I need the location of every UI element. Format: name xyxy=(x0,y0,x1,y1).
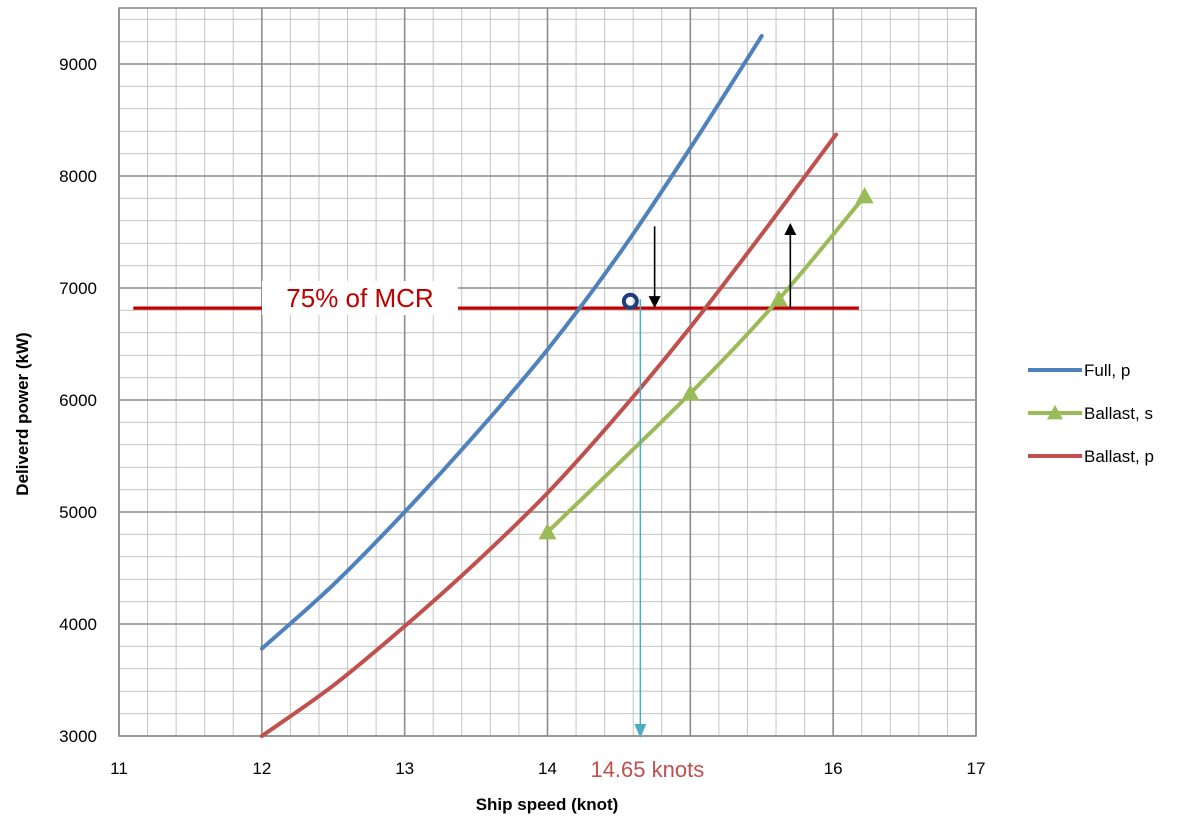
legend-marker-ballast-s xyxy=(1047,405,1063,420)
x-tick-label: 14 xyxy=(538,759,557,778)
annotation-layer: 14.65 knots xyxy=(590,223,797,782)
arrow-down-head xyxy=(648,296,661,309)
x-tick-label: 11 xyxy=(110,759,128,778)
arrow-up-head xyxy=(784,223,797,236)
speed-label-background xyxy=(590,752,730,782)
series-line-ballast-s xyxy=(545,194,867,535)
mcr-reference-line-group: 75% of MCR xyxy=(133,281,859,315)
y-tick-label: 7000 xyxy=(59,279,97,298)
data-point-ballast-s xyxy=(538,523,557,540)
data-point-ballast-s xyxy=(855,187,874,204)
y-tick-label: 4000 xyxy=(59,615,97,634)
mcr-label-background xyxy=(262,281,458,315)
mcr-label: 75% of MCR xyxy=(286,283,433,313)
legend: Full, p Ballast, s Ballast, p xyxy=(1028,361,1154,466)
series-line-full-p xyxy=(259,34,764,651)
legend-label-full-p: Full, p xyxy=(1084,361,1130,380)
data-point-ballast-s xyxy=(769,290,788,307)
major-gridlines xyxy=(118,7,977,737)
series-line-ballast-p xyxy=(259,132,839,738)
y-tick-label: 9000 xyxy=(59,55,97,74)
x-tick-label: 12 xyxy=(252,759,271,778)
y-tick-label: 5000 xyxy=(59,503,97,522)
data-point-ballast-s xyxy=(681,384,700,401)
y-axis-label: Deliverd power (kW) xyxy=(13,332,32,495)
y-tick-labels: 3000 4000 5000 6000 7000 8000 9000 xyxy=(59,55,97,746)
y-tick-label: 8000 xyxy=(59,167,97,186)
plot-area-border xyxy=(118,7,977,737)
speed-marker-arrowhead xyxy=(634,724,647,738)
x-tick-labels: 11 12 13 14 16 17 xyxy=(110,759,985,778)
y-tick-label: 6000 xyxy=(59,391,97,410)
x-tick-label: 16 xyxy=(824,759,843,778)
x-axis-label: Ship speed (knot) xyxy=(476,795,619,814)
x-tick-label: 13 xyxy=(395,759,414,778)
series-layer xyxy=(259,34,874,738)
x-tick-label: 17 xyxy=(967,759,986,778)
legend-label-ballast-p: Ballast, p xyxy=(1084,447,1154,466)
speed-label: 14.65 knots xyxy=(590,757,704,782)
legend-label-ballast-s: Ballast, s xyxy=(1084,404,1153,423)
operating-point-marker xyxy=(621,292,639,310)
y-tick-label: 3000 xyxy=(59,727,97,746)
